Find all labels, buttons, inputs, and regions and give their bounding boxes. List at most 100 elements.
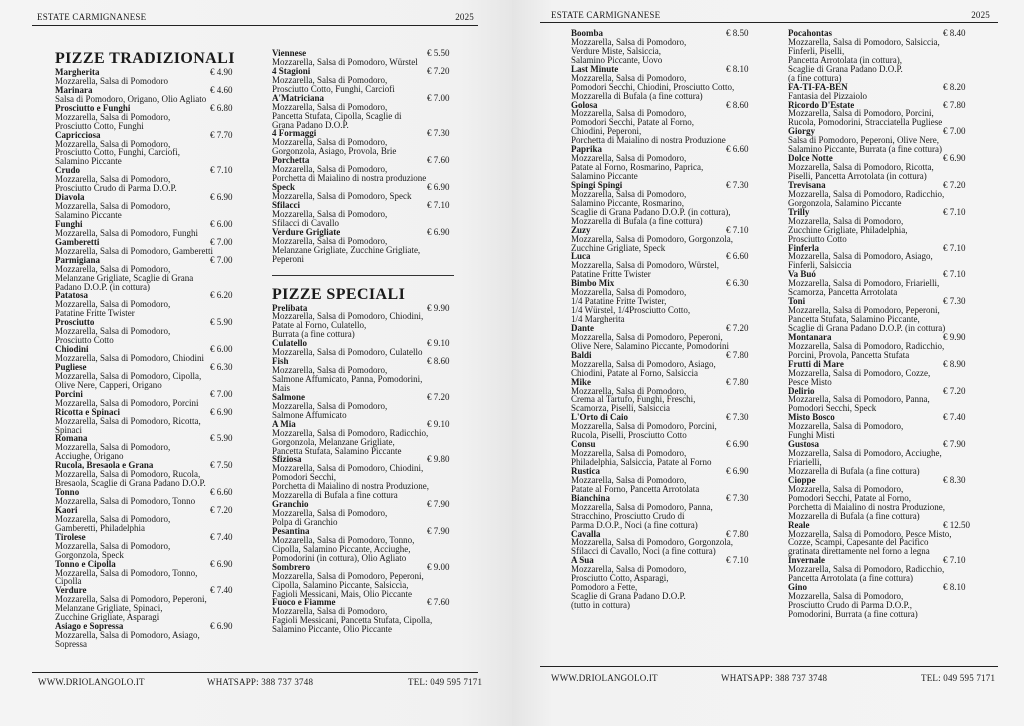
menu-item: Tirolese € 7.40 Mozzarella, Salsa di Pomod… (55, 531, 255, 560)
item-description: 1/4 Margherita (571, 314, 625, 324)
item-name: Trevisana (788, 179, 826, 190)
item-name: Tirolese (55, 531, 86, 542)
item-name: Pesantina (272, 525, 310, 536)
menu-item: Prosciutto € 5.90 Mozzarella, Salsa di Pom… (55, 318, 255, 345)
item-description: Mozzarella, Salsa di Pomodoro, Culatello (272, 347, 423, 358)
menu-item: Gustosa € 7.90 Mozzarella, Salsa di Pomodo… (788, 440, 988, 476)
menu-item: Sfilacci € 7.10 Mozzarella, Salsa di Pomod… (272, 200, 472, 228)
item-description: Mozzarella, Salsa di Pomodoro, (571, 287, 687, 298)
item-description: Pancetta Arrotolata (in cottura), (788, 54, 902, 65)
item-price: € 7.20 (427, 65, 450, 76)
item-description: Mozzarella, Salsa di Pomodoro, Porcini, (571, 421, 717, 432)
item-price: € 7.10 (210, 165, 233, 176)
item-name: FA-TI-FA-BEN (788, 81, 848, 92)
item-description: Mozzarella, Salsa di Pomodoro, Asiago, (788, 251, 933, 262)
item-price: € 7.00 (210, 254, 233, 265)
item-description: Mozzarella, Salsa di Pomodoro, Salsiccia… (788, 36, 940, 47)
item-name: Parmigiana (55, 254, 100, 265)
item-price: € 7.30 (726, 412, 749, 423)
menu-item: Patatosa € 6.20 Mozzarella, Salsa di Pomod… (55, 291, 255, 318)
menu-item: Fuoco e Fiamme € 7.60 Mozzarella, Salsa di… (272, 598, 454, 634)
menu-page: ESTATE CARMIGNANESE 2025 Boomba € 8.50 Mozza… (512, 0, 1024, 726)
footer-website: WWW.DRIOLANGOLO.IT (551, 673, 658, 683)
item-description: Porchetta di Maialino di nostra produzio… (272, 173, 427, 184)
item-name: Luca (571, 251, 591, 262)
item-description: Finferli, Salsiccia (788, 260, 852, 271)
item-description: Patate al Forno, Pancetta Arrotolata (571, 483, 700, 494)
item-description: Stracchino, Prosciutto Crudo di (571, 510, 685, 521)
item-price: € 7.10 (726, 224, 749, 235)
item-name: Gamberetti (55, 236, 100, 247)
item-description: Prosciutto Cotto (55, 335, 114, 346)
menu-item: Fish € 8.60 Mozzarella, Salsa di Pomodoro,… (272, 357, 454, 393)
menu-item: Sombrero € 9.00 Mozzarella, Salsa di Pomod… (272, 562, 454, 599)
item-description: Mozzarella, Salsa di Pomodoro, Gorgonzol… (571, 537, 734, 548)
menu-item: Spingi Spingi € 7.30 Mozzarella, Salsa di … (571, 180, 771, 226)
item-price: € 8.10 (943, 582, 966, 593)
item-name: Diavola (55, 192, 85, 203)
menu-item: Last Minute € 8.10 Mozzarella, Salsa di Po… (571, 64, 771, 101)
item-description: Sopressa (55, 639, 87, 649)
item-description: Salmone Affumicato, Panna, Pomodorini, (272, 374, 423, 384)
menu-item: Tonno e Cipolla € 6.90 Mozzarella, Salsa d… (55, 558, 255, 587)
item-name: A Sua (571, 555, 594, 566)
item-name: Tonno e Cipolla (55, 558, 116, 569)
menu-item: Trevisana € 7.20 Mozzarella, Salsa di Pomo… (788, 179, 988, 208)
menu-item: Tonno € 6.60 Mozzarella, Salsa di Pomodoro… (55, 488, 255, 506)
item-price: € 7.00 (943, 126, 966, 137)
item-description: Mozzarella, Salsa di Pomodoro, Peperoni, (571, 331, 723, 342)
item-price: € 7.80 (726, 349, 749, 360)
menu-item: Ricordo D'Estate € 7.80 Mozzarella, Salsa … (788, 100, 988, 128)
item-description: Mozzarella, Salsa di Pomodoro, (55, 442, 171, 453)
item-name: Dante (571, 322, 594, 333)
item-description: Porchetta di Maialino di nostra Produzio… (571, 135, 726, 146)
item-price: € 7.00 (427, 92, 450, 103)
footer-rule (540, 666, 998, 667)
item-description: Grana Padano D.O.P. (272, 119, 349, 130)
item-description: Gorgonzola, Salamino Piccante (788, 197, 902, 208)
item-description: Prosciutto Cotto, Funghi, Carciofi, (55, 147, 180, 158)
item-name: Kaori (55, 504, 78, 515)
item-description: Burrata (a fine cottura) (272, 329, 355, 340)
item-description: Pesce Misto (788, 376, 832, 387)
item-description: Mozzarella, Salsa di Pomodoro, (55, 174, 171, 185)
item-price: € 7.90 (427, 499, 450, 510)
item-price: € 7.20 (427, 391, 450, 402)
item-description: Mozzarella, Salsa di Pomodoro, (55, 540, 171, 551)
item-description: Pancetta Stufata, Salamino Piccante (272, 445, 402, 456)
item-description: Prosciutto Cotto, Asparagi, (571, 573, 669, 584)
item-description: Mozzarella, Salsa di Pomodoro, Friariell… (788, 278, 940, 289)
menu-item: Bianchina € 7.30 Mozzarella, Salsa di Pomo… (571, 493, 771, 530)
item-description: Salamino Piccante, Burrata (a fine cottu… (788, 144, 942, 155)
item-name: Ricotta e Spinaci (55, 406, 120, 417)
item-price: € 6.00 (210, 344, 233, 355)
menu-item: Porcini € 7.00 Mozzarella, Salsa di Pomodo… (55, 388, 255, 408)
item-description: Olive Nere, Capperi, Origano (55, 379, 162, 390)
menu-item: Va Buó € 7.10 Mozzarella, Salsa di Pomodor… (788, 270, 988, 297)
item-description: Zucchine Grigliate, Asparagi (55, 612, 160, 623)
item-name: Margherita (55, 67, 100, 77)
menu-item: Baldi € 7.80 Mozzarella, Salsa di Pomodoro… (571, 349, 771, 378)
item-description: Gamberetti, Philadelphia (55, 522, 145, 533)
menu-item: Asiago e Sopressa € 6.90 Mozzarella, Salsa… (55, 622, 255, 649)
menu-item: Mike € 7.80 Mozzarella, Salsa di Pomodoro,… (571, 377, 771, 414)
item-name: Marinara (55, 84, 93, 95)
item-description: Piselli, Pancetta Arrotolata (in cottura… (788, 171, 927, 181)
item-description: Mozzarella, Salsa di Pomodoro, Rucola, (55, 469, 201, 480)
item-description: Pomodori Secchi, Patate al Forno, (571, 117, 694, 128)
item-description: Mozzarella, Salsa di Pomodoro, (272, 235, 388, 246)
item-name: Salmone (272, 391, 306, 402)
item-price: € 7.40 (943, 412, 966, 423)
item-name: Porcini (55, 388, 83, 399)
item-description: Salamino Piccante, Olio Piccante (272, 624, 392, 635)
item-description: Mozzarella, Salsa di Pomodoro, (272, 208, 388, 219)
item-description: Melanzane Grigliate, Scaglie di Grana (55, 272, 194, 283)
item-description: Bresaola, Scaglie di Grana Padano D.O.P. (55, 478, 206, 489)
item-description: Salmone Affumicato (272, 409, 347, 420)
item-price: € 4.60 (210, 84, 233, 95)
item-description: Gorgonzola, Speck (55, 549, 124, 560)
item-description: Chiodini, Peperoni, (571, 126, 642, 137)
item-description: Cozze, Scampi, Capesante del Pacifico (788, 537, 929, 548)
menu-item: Rustica € 6.90 Mozzarella, Salsa di Pomodo… (571, 466, 771, 494)
